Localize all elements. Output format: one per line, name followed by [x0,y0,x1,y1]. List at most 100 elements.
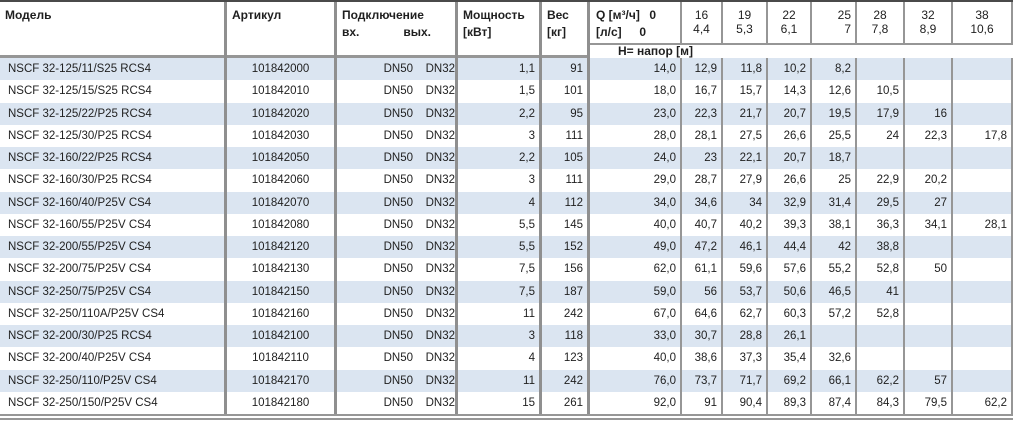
col-header-model: Модель [0,2,227,58]
head-value-cell: 11,8 [723,58,768,81]
head-value-cell [857,58,905,81]
outlet-dn-value: DN32 [425,85,455,98]
flow-m3h-value: 25 [837,8,851,22]
article-cell: 101842100 [227,325,337,348]
flow-m3h-label: Q [м³/ч] [596,8,640,22]
flow-m3h-value: 22 [782,8,796,22]
head-value-cell: 14,0 [590,58,682,81]
head-value-cell: 28,7 [682,169,723,192]
table-row: NSCF 32-250/75/P25V CS4 101842150 DN50 D… [0,280,1013,303]
head-value-cell: 8,2 [812,58,857,81]
head-value-cell: 44,4 [768,236,812,259]
head-value-cell: 18,7 [812,147,857,170]
power-cell: 4 [458,347,542,370]
flow-ls-value: 6,1 [780,22,798,36]
head-value-cell: 17,8 [953,124,1013,147]
head-value-cell: 52,8 [857,302,905,325]
col-header-article: Артикул [227,2,337,58]
flow-ls-zero: 0 [639,25,646,39]
table-row: NSCF 32-125/22/P25 RCS4 101842020 DN50 D… [0,102,1013,125]
table-row: NSCF 32-125/11/S25 RCS4 101842000 DN50 D… [0,58,1013,81]
head-value-cell [905,280,953,303]
article-cell: 101842010 [227,80,337,103]
weight-cell: 112 [542,191,590,214]
head-value-cell [953,258,1013,281]
power-cell: 3 [458,124,542,147]
flow-ls-value: 8,9 [919,22,937,36]
flow-m3h-value: 38 [975,8,989,22]
flow-column-header: 16 4,4 [682,2,723,45]
head-value-cell: 36,3 [857,213,905,236]
flow-column-header: 32 8,9 [905,2,953,45]
flow-column-header: 38 10,6 [953,2,1013,45]
weight-cell: 261 [542,391,590,414]
article-cell: 101842050 [227,147,337,170]
head-value-cell: 15,7 [723,80,768,103]
model-cell: NSCF 32-160/55/P25V CS4 [0,213,227,236]
connection-cell: DN50 DN32 [337,58,458,81]
power-cell: 1,1 [458,58,542,81]
head-value-cell: 29,5 [857,191,905,214]
connection-cell: DN50 DN32 [337,280,458,303]
head-value-cell [953,102,1013,125]
head-value-cell [953,325,1013,348]
col-header-power: Мощность [кВт] [458,2,542,58]
outlet-dn-value: DN32 [425,330,455,342]
head-value-cell [905,80,953,103]
head-value-cell [905,347,953,370]
model-cell: NSCF 32-160/30/P25 RCS4 [0,169,227,192]
col-header-inlet-label: вх. [342,25,360,39]
head-value-cell: 60,3 [768,302,812,325]
head-value-cell: 26,1 [768,325,812,348]
power-cell: 15 [458,391,542,414]
head-value-cell [905,58,953,81]
head-value-cell: 79,5 [905,391,953,414]
outlet-dn-value: DN32 [425,307,455,320]
connection-cell: DN50 DN32 [337,302,458,325]
flow-ls-line: [л/с] 0 [596,25,680,39]
article-cell: 101842170 [227,369,337,392]
head-value-cell: 67,0 [590,302,682,325]
head-value-cell: 24 [857,124,905,147]
flow-m3h-value: 16 [694,8,709,22]
head-value-cell: 16 [905,102,953,125]
head-value-cell: 42 [812,236,857,259]
article-cell: 101842060 [227,169,337,192]
outlet-dn-value: DN32 [425,218,455,231]
outlet-dn-value: DN32 [425,63,455,75]
outlet-dn-value: DN32 [425,107,455,120]
head-value-cell: 62,7 [723,302,768,325]
head-value-cell: 40,0 [590,347,682,370]
head-value-cell: 25,5 [812,124,857,147]
head-value-cell: 27,9 [723,169,768,192]
head-value-cell: 73,7 [682,369,723,392]
inlet-dn-value: DN50 [383,196,413,209]
inlet-dn-value: DN50 [383,107,413,120]
head-value-cell: 34,6 [682,191,723,214]
head-value-cell: 66,1 [812,369,857,392]
connection-cell: DN50 DN32 [337,124,458,147]
head-value-cell: 30,7 [682,325,723,348]
head-value-cell: 37,3 [723,347,768,370]
table-row: NSCF 32-200/75/P25V CS4 101842130 DN50 D… [0,258,1013,281]
head-value-cell: 53,7 [723,280,768,303]
inlet-dn-value: DN50 [383,129,413,142]
inlet-dn-value: DN50 [383,218,413,231]
article-cell: 101842110 [227,347,337,370]
power-cell: 3 [458,325,542,348]
head-value-cell: 90,4 [723,391,768,414]
flow-ls-value: 4,4 [693,22,710,36]
weight-cell: 111 [542,124,590,147]
col-header-weight-unit: [кг] [547,25,566,39]
model-cell: NSCF 32-160/40/P25V CS4 [0,191,227,214]
head-value-cell: 89,3 [768,391,812,414]
article-cell: 101842020 [227,102,337,125]
table-row: NSCF 32-200/55/P25V CS4 101842120 DN50 D… [0,236,1013,259]
table-row: NSCF 32-160/30/P25 RCS4 101842060 DN50 D… [0,169,1013,192]
head-value-cell: 57,2 [812,302,857,325]
flow-ls-value: 10,6 [970,22,994,36]
model-cell: NSCF 32-125/15/S25 RCS4 [0,80,227,103]
head-value-cell: 92,0 [590,391,682,414]
head-value-cell [953,236,1013,259]
head-value-cell: 57 [905,369,953,392]
